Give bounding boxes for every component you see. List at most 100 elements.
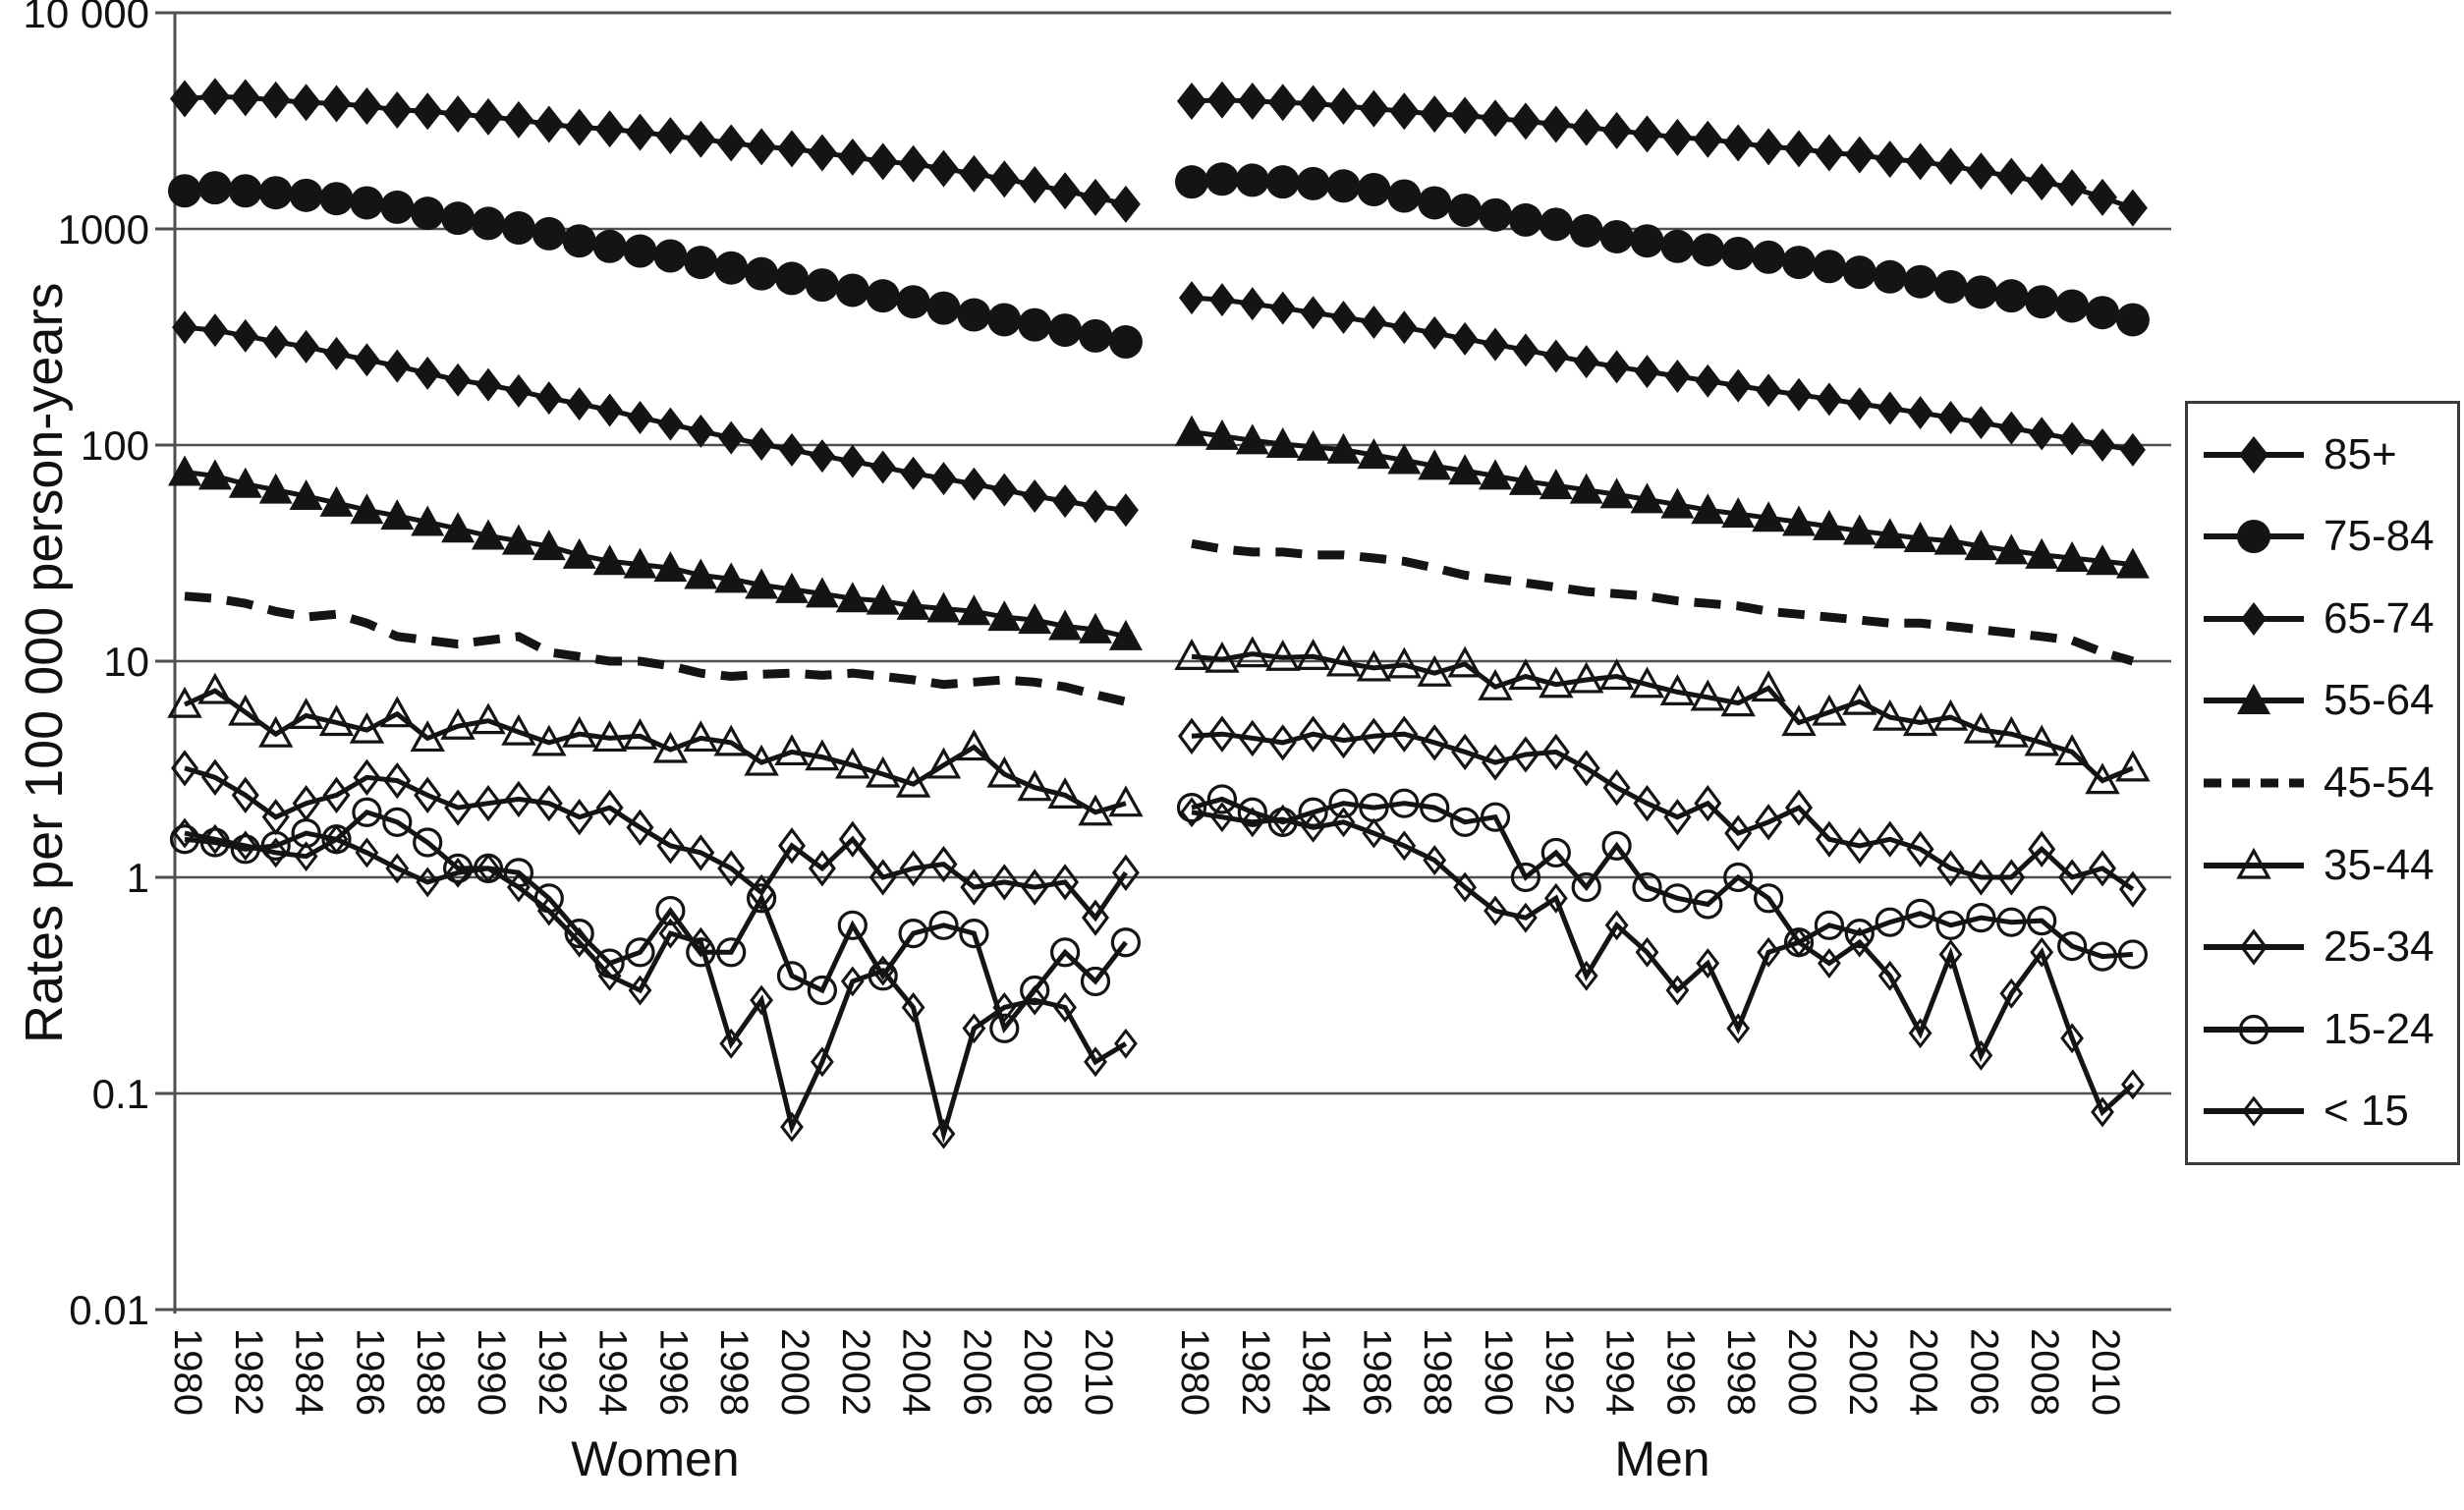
x-tick-label: 1998	[712, 1328, 756, 1416]
series-markers	[1176, 784, 2148, 972]
series-women-25-34	[171, 750, 1140, 936]
panel-women	[167, 78, 1144, 1149]
y-tick-label: 10 000	[24, 0, 149, 36]
legend-entry-55-64: 55-64	[2200, 679, 2453, 722]
series-women-85+	[170, 78, 1141, 223]
legend-label: 45-54	[2324, 757, 2435, 807]
legend-triangle-open-icon	[2204, 847, 2304, 879]
legend-label: 25-34	[2324, 923, 2435, 972]
series-women-45-54	[184, 591, 1127, 706]
legend-entry-15-24: 15-24	[2200, 1004, 2453, 1053]
series-women-35-44	[167, 672, 1144, 826]
series-line	[183, 688, 1127, 815]
series-men-65-74	[1179, 281, 2146, 467]
series-markers	[1175, 162, 2150, 337]
series-line	[184, 765, 1128, 923]
x-tick-labels-men: 1980 1982 1984 1986 1988 1990 1992 1994 1996 1998…	[1173, 1328, 2127, 1416]
series-men-85+	[1177, 81, 2148, 227]
x-tick-label: 1986	[348, 1328, 391, 1416]
y-tick-label: 1000	[58, 206, 149, 252]
panel-label-men: Men	[1614, 1431, 1709, 1486]
series-markers	[168, 455, 1143, 650]
series-markers	[170, 78, 1141, 223]
series-line	[1191, 796, 2134, 960]
y-tick-label: 100	[81, 422, 149, 469]
series-women-75-84	[168, 171, 1143, 360]
series-women-<15	[173, 817, 1138, 1149]
legend-entry-<15: < 15	[2200, 1090, 2453, 1133]
x-tick-label: 2008	[2023, 1328, 2066, 1416]
x-tick-label: 1994	[591, 1328, 635, 1416]
series-markers	[173, 817, 1138, 1149]
series-men-25-34	[1178, 715, 2147, 908]
panel-men	[1174, 81, 2151, 1128]
series-line	[1191, 651, 2134, 784]
series-markers	[1177, 81, 2148, 227]
series-line	[184, 591, 1127, 706]
x-tick-label: 2002	[834, 1328, 877, 1416]
legend-diamond-open-small-icon	[2204, 1095, 2304, 1127]
legend-label: 65-74	[2324, 593, 2435, 643]
x-tick-label: 1992	[1538, 1328, 1581, 1416]
panel-label-women: Women	[571, 1431, 739, 1486]
series-markers	[1180, 797, 2145, 1128]
series-line	[1191, 429, 2134, 568]
x-tick-label: 1998	[1719, 1328, 1763, 1416]
y-tick-label: 10	[103, 639, 149, 685]
series-men-45-54	[1191, 538, 2135, 666]
x-tick-label: 1994	[1598, 1328, 1642, 1416]
x-tick-label: 1990	[470, 1328, 513, 1416]
series-men-35-44	[1174, 636, 2151, 795]
legend: 85+ 75-84 65-74 55-64 45-54 35-44 25-34 15-24 < …	[2185, 401, 2460, 1165]
legend-label: < 15	[2324, 1087, 2409, 1136]
series-women-65-74	[172, 310, 1139, 528]
series-line	[1191, 731, 2135, 892]
x-tick-labels-women: 1980 1982 1984 1986 1988 1990 1992 1994 1996 1998…	[166, 1328, 1120, 1416]
x-tick-label: 2008	[1016, 1328, 1059, 1416]
x-tick-label: 1980	[166, 1328, 209, 1416]
series-markers	[167, 672, 1144, 826]
x-tick-label: 2002	[1841, 1328, 1884, 1416]
legend-entry-25-34: 25-34	[2200, 925, 2453, 969]
legend-diamond-filled-small-icon	[2204, 601, 2304, 636]
series-markers	[1174, 636, 2151, 795]
series-markers	[1175, 415, 2150, 579]
x-tick-label: 1988	[409, 1328, 452, 1416]
x-tick-label: 2010	[1077, 1328, 1120, 1416]
legend-label: 55-64	[2324, 676, 2435, 725]
series-markers	[1178, 715, 2147, 908]
series-men-<15	[1180, 797, 2145, 1128]
x-tick-label: 1986	[1355, 1328, 1398, 1416]
series-line	[1191, 538, 2135, 666]
x-tick-label: 2006	[955, 1328, 998, 1416]
x-tick-label: 1996	[1658, 1328, 1702, 1416]
series-line	[184, 830, 1128, 1144]
series-men-55-64	[1175, 415, 2150, 579]
x-tick-label: 2000	[773, 1328, 816, 1416]
legend-diamond-filled-icon	[2204, 435, 2304, 474]
x-tick-label: 2004	[1902, 1328, 1945, 1416]
x-tick-label: 1992	[531, 1328, 574, 1416]
x-tick-label: 1982	[1234, 1328, 1277, 1416]
series-markers	[172, 310, 1139, 528]
legend-triangle-filled-icon	[2204, 684, 2304, 715]
x-tick-label: 1996	[651, 1328, 695, 1416]
legend-label: 15-24	[2324, 1004, 2435, 1053]
legend-circle-open-icon	[2204, 1014, 2304, 1044]
x-tick-label: 1984	[288, 1328, 331, 1416]
x-tick-label: 2010	[2084, 1328, 2127, 1416]
x-tick-label: 1988	[1416, 1328, 1459, 1416]
x-tick-label: 1984	[1295, 1328, 1338, 1416]
x-tick-label: 2006	[1962, 1328, 2005, 1416]
series-line	[1191, 810, 2135, 1117]
legend-entry-35-44: 35-44	[2200, 843, 2453, 887]
series-men-15-24	[1176, 784, 2148, 972]
legend-entry-85+: 85+	[2200, 432, 2453, 476]
series-line	[1191, 295, 2134, 453]
y-tick-label: 1	[127, 855, 149, 901]
legend-entry-45-54: 45-54	[2200, 757, 2453, 807]
series-women-55-64	[168, 455, 1143, 650]
x-tick-label: 1982	[227, 1328, 270, 1416]
